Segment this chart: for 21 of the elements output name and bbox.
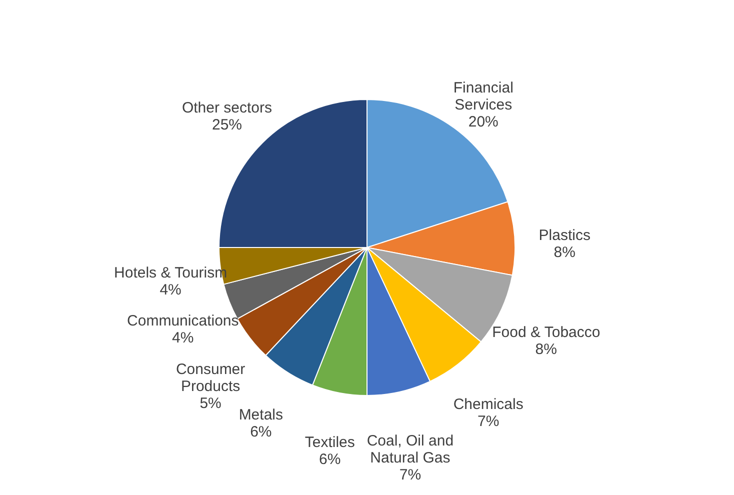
data-label: 7% [478,412,500,430]
data-label: 20% [468,113,498,130]
slice-label: Financial Services [453,79,514,114]
data-label: 8% [535,340,557,358]
slice-label: Coal, Oil and Natural Gas [366,432,454,467]
slice-label: Chemicals [453,396,524,413]
data-label: 4% [172,329,194,346]
data-label: 6% [319,450,341,468]
data-label: 8% [554,244,576,262]
slice-label: Communications [127,312,239,330]
slice-label: Metals [238,406,283,424]
data-label: 6% [250,424,272,441]
slice-label: Food & Tobacco [492,324,600,341]
slice-label: Consumer Products [176,360,246,395]
slice-label: Other sectors [182,99,272,116]
slice-label: Plastics [538,227,590,244]
data-label: 4% [160,281,182,298]
slice-label: Textiles [304,434,355,451]
data-label: 5% [200,394,222,412]
data-label: 25% [212,116,242,134]
data-label: 7% [399,466,422,484]
